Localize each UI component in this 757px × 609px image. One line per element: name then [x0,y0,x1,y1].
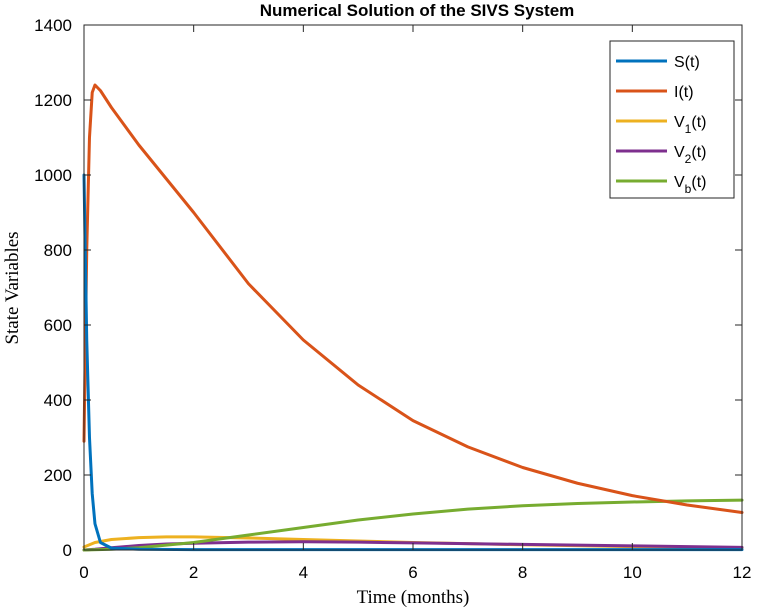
legend-label: S(t) [674,54,700,71]
y-tick-label: 200 [44,466,72,485]
legend-label-base: V [674,144,685,161]
legend-label-base: V [674,174,685,191]
x-tick-label: 10 [623,563,642,582]
legend-label: Vb(t) [674,174,706,196]
y-tick-label: 1200 [34,91,72,110]
y-tick-label: 1000 [34,166,72,185]
y-tick-label: 400 [44,391,72,410]
x-tick-label: 8 [518,563,527,582]
series-line-4 [82,498,744,552]
legend-label-suffix: (t) [691,174,706,191]
x-tick-label: 2 [189,563,198,582]
legend-items: S(t)I(t)V1(t)V2(t)Vb(t) [616,54,706,196]
series-line-1 [82,83,744,514]
legend-label-suffix: (t) [691,114,706,131]
y-axis-label: State Variables [2,231,23,344]
x-tick-label: 0 [79,563,88,582]
y-tick-label: 0 [63,541,72,560]
plot-frame [83,24,743,551]
chart-title: Numerical Solution of the SIVS System [260,1,575,20]
x-tick-label: 6 [408,563,417,582]
legend-label-subscript: 1 [685,122,692,136]
legend-label-subscript: 2 [685,152,692,166]
legend-label: V1(t) [674,114,706,136]
y-tick-label: 800 [44,241,72,260]
y-tick-label: 1400 [34,16,72,35]
x-tick-label: 4 [299,563,308,582]
x-axis-label: Time (months) [357,587,470,608]
legend-label-suffix: (t) [691,144,706,161]
y-tick-label: 600 [44,316,72,335]
legend: S(t)I(t)V1(t)V2(t)Vb(t) [609,40,735,199]
x-tick-label: 12 [733,563,752,582]
legend-label-base: V [674,114,685,131]
legend-label: V2(t) [674,144,706,166]
legend-label: I(t) [674,84,694,101]
legend-label-subscript: b [685,182,692,196]
